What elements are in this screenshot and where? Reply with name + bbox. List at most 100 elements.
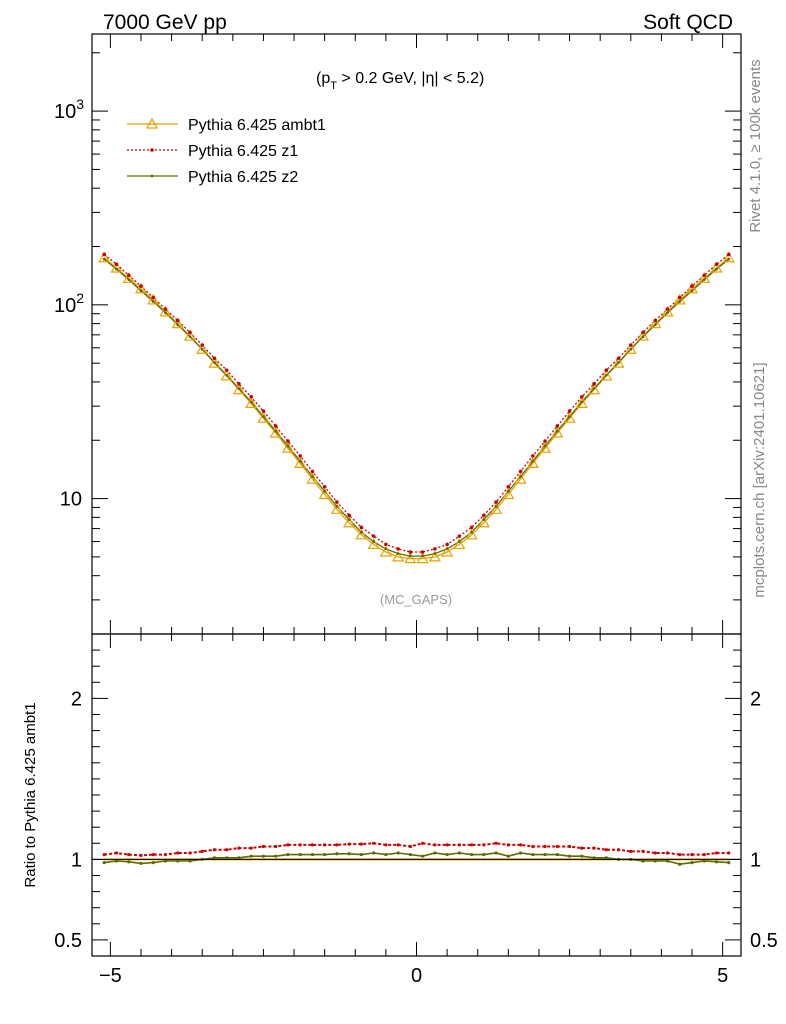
point-z2 <box>372 540 376 543</box>
ratio-point-z1 <box>298 843 302 847</box>
point-z2 <box>335 505 339 508</box>
point-z1 <box>641 330 645 335</box>
legend-marker <box>150 148 154 152</box>
point-ambt1 <box>526 457 539 468</box>
ratio-point-z2 <box>114 859 119 863</box>
ratio-point-z1 <box>494 841 498 845</box>
point-z1 <box>506 485 511 489</box>
point-z1 <box>482 513 486 518</box>
point-z1 <box>371 534 376 538</box>
ratio-plot-frame <box>91 633 742 957</box>
point-z1 <box>175 318 180 323</box>
y-tick-base: 10 <box>60 489 82 511</box>
main-axis-ticks <box>92 34 741 635</box>
point-z2 <box>715 267 718 271</box>
point-z1 <box>212 356 217 361</box>
cut-label: (pT > 0.2 GeV, |η| < 5.2) <box>316 70 484 92</box>
cut-label-sub: T <box>330 80 337 92</box>
point-ambt1 <box>245 397 258 408</box>
point-z1 <box>580 395 584 399</box>
ratio-point-z1 <box>396 843 400 847</box>
point-z2 <box>164 311 167 315</box>
ratio-point-z2 <box>482 852 486 857</box>
ratio-point-z2 <box>310 852 315 857</box>
legend-item-z1: Pythia 6.425 z1 <box>127 143 298 160</box>
legend-label: Pythia 6.425 ambt1 <box>188 117 326 134</box>
point-ambt1 <box>318 488 331 500</box>
ratio-point-z1 <box>335 843 339 847</box>
point-z1 <box>249 395 253 399</box>
point-ambt1 <box>575 397 588 408</box>
point-z1 <box>188 330 192 335</box>
point-ambt1 <box>514 472 527 484</box>
ratio-line-z1 <box>104 842 729 857</box>
point-ambt1 <box>257 411 270 423</box>
point-z2 <box>151 300 155 303</box>
point-z1 <box>335 500 339 504</box>
ratio-point-z1 <box>151 852 155 857</box>
ratio-point-z1 <box>678 852 682 857</box>
ratio-point-z1 <box>433 843 437 847</box>
ratio-point-z1 <box>347 842 351 846</box>
point-z2 <box>200 347 204 351</box>
point-z2 <box>592 387 596 390</box>
ratio-y-tick-label-right: 2 <box>750 688 761 710</box>
analysis-watermark: (MC_GAPS) <box>380 592 452 607</box>
point-z2 <box>115 267 118 271</box>
y-tick-exponent: 3 <box>76 96 84 112</box>
point-z2 <box>176 323 180 327</box>
ratio-point-z2 <box>433 851 437 855</box>
ratio-point-z1 <box>237 846 241 850</box>
ratio-point-z2 <box>555 852 559 857</box>
legend: Pythia 6.425 ambt1 Pythia 6.425 z1 Pythia … <box>127 117 326 186</box>
ratio-point-z1 <box>408 844 412 849</box>
ratio-point-z2 <box>396 851 400 855</box>
point-ambt1 <box>294 457 307 468</box>
ratio-point-z2 <box>690 861 694 865</box>
point-z2 <box>543 444 547 448</box>
point-ambt1 <box>98 251 111 263</box>
point-ambt1 <box>441 545 454 557</box>
ratio-point-z1 <box>457 843 461 847</box>
point-ambt1 <box>477 516 490 528</box>
ratio-point-z1 <box>384 843 388 847</box>
ratio-point-z1 <box>261 844 266 849</box>
point-ambt1 <box>367 538 380 550</box>
series-line-ambt1 <box>103 257 730 560</box>
point-z2 <box>249 400 253 404</box>
ratio-point-z2 <box>470 852 474 857</box>
ratio-point-z1 <box>188 851 192 855</box>
point-ambt1 <box>171 317 184 329</box>
point-z2 <box>262 415 265 418</box>
ratio-series-group <box>92 841 741 866</box>
point-z1 <box>469 525 474 530</box>
point-z1 <box>163 307 168 311</box>
ratio-point-z2 <box>127 860 131 864</box>
point-z1 <box>555 424 560 428</box>
point-z1 <box>261 409 266 413</box>
point-z1 <box>726 252 731 257</box>
point-z1 <box>273 424 278 428</box>
point-ambt1 <box>612 356 625 368</box>
ratio-point-z2 <box>359 852 363 857</box>
point-ambt1 <box>269 426 282 438</box>
point-z1 <box>408 550 413 554</box>
ratio-point-z1 <box>372 841 376 845</box>
main-series-group <box>98 251 735 564</box>
point-z1 <box>396 547 400 551</box>
ratio-point-z2 <box>151 861 155 865</box>
ratio-point-z1 <box>127 852 131 857</box>
collision-energy-label: 7000 GeV pp <box>103 11 227 34</box>
point-z2 <box>604 373 608 377</box>
x-tick-label: 0 <box>411 965 422 987</box>
point-z1 <box>420 550 425 554</box>
ratio-point-z2 <box>543 852 547 857</box>
point-z2 <box>531 459 535 463</box>
ratio-point-z2 <box>421 854 425 858</box>
ratio-point-z1 <box>714 851 719 855</box>
point-z1 <box>518 469 523 474</box>
point-z2 <box>678 300 682 303</box>
ratio-point-z2 <box>653 859 657 863</box>
x-tick-label: 5 <box>717 965 728 987</box>
ratio-y-tick-labels: 0.5 0.5 1 1 2 2 <box>54 688 778 952</box>
